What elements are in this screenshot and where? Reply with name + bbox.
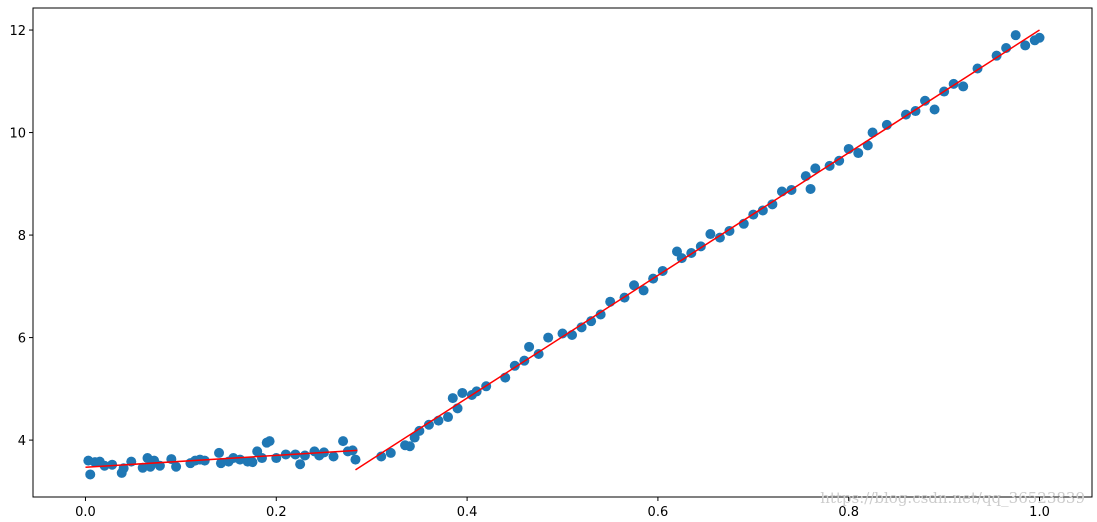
point [457,387,468,398]
point [247,457,258,468]
point [991,50,1002,61]
point [447,393,458,404]
point [533,348,544,359]
point [543,332,554,343]
point [714,232,725,243]
point [595,309,606,320]
point [215,458,226,469]
point [171,461,182,472]
point [385,447,396,458]
point [1020,40,1031,51]
point [264,436,275,447]
y-tick-label: 6 [18,332,26,347]
point [810,163,821,174]
y-tick-label: 8 [18,229,26,244]
point [524,341,535,352]
point [576,322,587,333]
point [586,316,597,327]
point [676,253,687,264]
point [85,469,96,480]
point [414,425,425,436]
x-tick-label: 1.0 [1029,505,1050,520]
point [629,280,640,291]
point [443,412,454,423]
point [805,183,816,194]
x-tick-label: 0.6 [648,505,669,520]
point [199,455,210,466]
point [350,454,361,465]
fit-line [85,449,358,469]
point [256,453,267,464]
point [929,104,940,115]
x-tick-label: 0.4 [457,505,478,520]
point [214,447,225,458]
point [299,450,310,461]
point [295,459,306,470]
point [137,462,148,473]
point [404,441,415,452]
point [1010,30,1021,41]
point [705,229,716,240]
point [423,419,434,430]
x-tick-label: 0.8 [838,505,859,520]
point [638,285,649,296]
fit-line [355,29,1040,471]
point [867,127,878,138]
point [757,205,768,216]
x-tick-label: 0.2 [266,505,287,520]
point [567,330,578,341]
point [958,81,969,92]
y-tick-label: 10 [9,127,26,142]
point [834,155,845,166]
point [107,459,118,470]
point [338,436,349,447]
point [853,148,864,159]
point [328,451,339,462]
y-tick-label: 4 [18,434,26,449]
point [767,199,778,210]
point [1034,32,1045,43]
x-tick-label: 0.0 [75,505,96,520]
y-tick-label: 12 [9,24,26,39]
watermark: https://blog.csdn.net/qq_36523839 [820,489,1085,507]
axes-frame [32,7,1093,498]
point [920,95,931,106]
